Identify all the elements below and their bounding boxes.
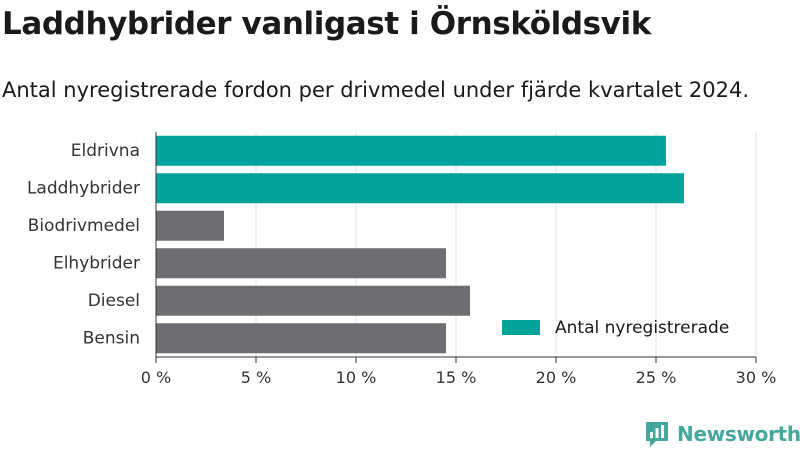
bar	[156, 248, 446, 279]
x-tick-label: 20 %	[536, 368, 577, 387]
brand-name: Newsworthy	[677, 422, 800, 446]
category-label: Eldrivna	[71, 141, 140, 161]
bar	[156, 210, 224, 241]
category-label: Diesel	[88, 291, 140, 311]
category-label: Bensin	[83, 328, 140, 348]
legend-label: Antal nyregistrerade	[555, 318, 729, 338]
category-label: Elhybrider	[53, 253, 140, 273]
bar	[156, 323, 446, 354]
x-tick-label: 30 %	[736, 368, 777, 387]
x-tick-label: 15 %	[436, 368, 477, 387]
x-tick-label: 5 %	[241, 368, 271, 387]
page-subtitle: Antal nyregistrerade fordon per drivmede…	[2, 78, 750, 102]
x-tick-label: 25 %	[636, 368, 677, 387]
bar	[156, 135, 666, 166]
bar	[156, 173, 684, 204]
page-title: Laddhybrider vanligast i Örnsköldsvik	[2, 6, 651, 42]
category-label: Laddhybrider	[27, 178, 140, 198]
brand-logo: Newsworthy	[644, 420, 800, 448]
x-tick-label: 10 %	[336, 368, 377, 387]
legend-swatch	[502, 320, 540, 335]
bar-chart-speech-bubble-icon	[646, 422, 668, 447]
x-tick-label: 0 %	[141, 368, 171, 387]
category-label: Biodrivmedel	[28, 216, 140, 236]
bar	[156, 285, 470, 316]
